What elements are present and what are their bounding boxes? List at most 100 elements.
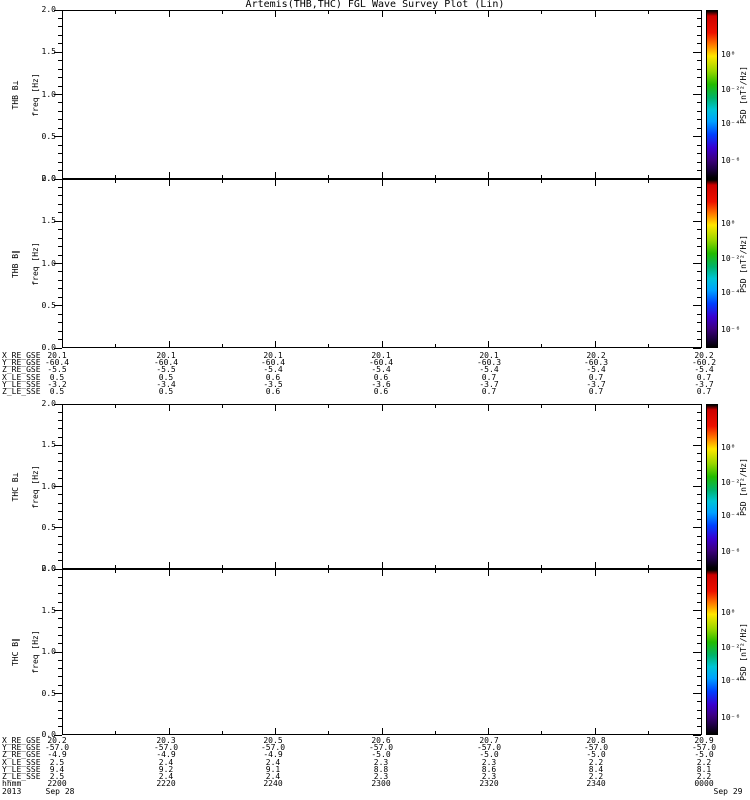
x-tick [275, 11, 276, 17]
x-tick [62, 11, 63, 17]
colorbar-tick-label: 10⁻⁶ [721, 712, 741, 722]
x-tick [381, 728, 383, 734]
y-tick [54, 693, 62, 694]
y-tick [58, 102, 62, 104]
y-tick-label: 1.5 [41, 47, 56, 57]
y-tick [58, 161, 62, 163]
ephem-value: 20.7 [479, 736, 499, 745]
ephem-value: -4.9 [47, 750, 67, 760]
ephem-value: 2.3 [373, 757, 389, 767]
ephem-value: -3.7 [586, 379, 606, 389]
ephem-value: 0.7 [588, 372, 604, 382]
ephem-value: 2.4 [158, 772, 174, 781]
y-tick [58, 246, 62, 248]
y-tick [58, 428, 62, 430]
y-tick [697, 127, 701, 129]
y-tick-label: 0.0 [41, 564, 56, 573]
ephem-value: 0.5 [158, 387, 174, 396]
y-tick [693, 9, 701, 11]
y-tick [54, 263, 62, 264]
x-minor-tick [647, 11, 649, 14]
x-minor-tick [541, 175, 543, 178]
y-tick [697, 585, 701, 587]
x-minor-tick [221, 405, 223, 408]
y-tick [58, 237, 62, 239]
ephem-value: -3.6 [371, 379, 391, 389]
y-tick-label: 0.0 [41, 730, 56, 739]
y-tick [54, 9, 62, 11]
x-tick [381, 570, 383, 576]
x-tick [275, 172, 276, 178]
ephem-value: 20.2 [47, 736, 67, 745]
y-tick [58, 153, 62, 155]
y-tick [58, 634, 62, 636]
y-tick-label: 1.5 [41, 440, 56, 450]
ephem-row-label: Y_LE_SSE [2, 379, 41, 389]
y-tick [58, 322, 62, 324]
colorbar-tick-label: 10⁻⁴ [721, 288, 741, 298]
colorbar-tick-label: 10⁰ [721, 608, 736, 618]
ephem-value: 2.3 [481, 772, 497, 781]
y-tick [697, 634, 701, 636]
y-tick [697, 428, 701, 430]
panel-name-label: THB B⊥ [11, 80, 20, 109]
x-tick [701, 570, 702, 576]
x-tick [488, 172, 489, 178]
y-tick [697, 701, 701, 703]
y-tick [58, 195, 62, 197]
x-minor-tick [221, 570, 223, 573]
y-tick [697, 17, 701, 19]
x-minor-tick [434, 180, 436, 183]
y-tick-label: 0.5 [41, 688, 56, 698]
ephem-value: -5.4 [586, 365, 606, 375]
y-tick [58, 17, 62, 19]
x-minor-tick [647, 731, 649, 734]
x-tick [488, 562, 489, 568]
y-tick [697, 519, 701, 520]
ephem-value: 0.7 [481, 387, 497, 396]
y-tick [58, 229, 62, 231]
y-axis-label: freq [Hz] [31, 464, 40, 509]
y-tick [693, 651, 701, 653]
ephem-value: 8.4 [588, 764, 604, 774]
x-minor-tick [221, 344, 223, 347]
colorbar [706, 179, 718, 348]
y-tick [697, 229, 701, 231]
y-tick [697, 676, 701, 678]
y-tick [693, 527, 701, 529]
y-tick [58, 502, 62, 504]
x-tick [275, 562, 276, 568]
y-tick [58, 717, 62, 719]
x-tick [594, 11, 596, 17]
ephem-value: -60.3 [583, 358, 609, 368]
y-tick [58, 676, 62, 678]
x-minor-tick [221, 731, 223, 734]
y-tick [58, 203, 62, 205]
ephem-value: -57.0 [153, 743, 179, 753]
y-tick [693, 403, 701, 405]
x-tick [62, 562, 63, 568]
x-tick [701, 11, 702, 17]
ephem-value: 20.2 [586, 351, 606, 360]
y-tick-label: 1.0 [41, 89, 56, 99]
y-tick [697, 502, 701, 504]
ephem-value: 20.1 [371, 351, 391, 360]
ephem-value: -3.7 [479, 379, 499, 389]
y-tick [697, 543, 701, 545]
y-tick-label: 0.5 [41, 131, 56, 141]
x-tick [701, 728, 702, 734]
y-tick [58, 85, 62, 87]
y-tick [54, 444, 62, 446]
time-tick-label: 2300 [371, 779, 391, 788]
x-tick [488, 341, 489, 347]
y-tick [58, 453, 62, 454]
colorbar-tick-label: 10⁰ [721, 49, 736, 59]
x-minor-tick [328, 570, 330, 573]
y-tick [58, 436, 62, 438]
x-minor-tick [434, 570, 436, 573]
time-tick-label: 2220 [156, 779, 176, 788]
ephem-value: 2.4 [158, 757, 174, 767]
y-tick [58, 684, 62, 686]
ephem-value: 2.2 [588, 757, 604, 767]
ephem-value: 0.7 [588, 387, 604, 396]
